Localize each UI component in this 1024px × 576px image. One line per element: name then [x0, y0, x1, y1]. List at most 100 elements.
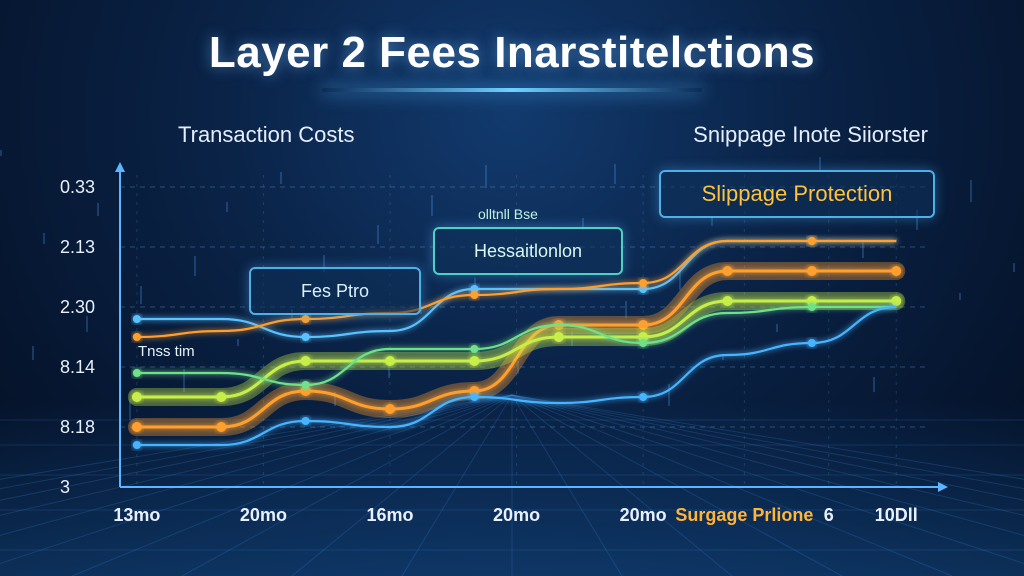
floor-ray	[511, 394, 1024, 501]
bg-spark	[582, 218, 584, 230]
chart-axes	[115, 162, 948, 492]
floor-ray	[511, 394, 843, 576]
y-axis-arrow	[115, 162, 125, 172]
bg-spark	[614, 164, 616, 184]
series-2-point	[132, 369, 141, 377]
floor-ray	[291, 394, 513, 576]
bg-spark	[388, 362, 390, 378]
y-tick-label: 0.33	[60, 177, 95, 197]
series-1-point	[891, 296, 902, 306]
series-4-point	[132, 315, 141, 323]
bg-spark	[323, 255, 325, 272]
series-3-point	[301, 417, 310, 425]
series-3-point	[639, 393, 648, 401]
series-5-point	[807, 237, 816, 245]
series-line-5	[136, 239, 897, 339]
series-4-point	[470, 285, 479, 293]
floor-ray	[511, 394, 1024, 490]
series-0-point	[891, 266, 902, 276]
y-tick-label: 3	[60, 477, 70, 497]
series-0-point	[638, 320, 649, 330]
bg-spark	[226, 202, 228, 212]
x-tick-label: 16mo	[366, 505, 413, 525]
chart-tick-labels: 3 8.18 8.14 2.30 2.13 0.33 13mo 20mo 16mo 20mo 20m…	[60, 177, 918, 525]
series-0-point	[469, 386, 480, 396]
x-tick-label: Surgage Prlione	[675, 505, 813, 525]
bg-spark	[1013, 263, 1015, 272]
floor-ray	[511, 394, 1024, 565]
y-tick-label: 8.14	[60, 357, 95, 377]
bg-spark	[97, 203, 99, 216]
floor-ray	[511, 394, 1024, 536]
x-tick-label: 6	[824, 505, 834, 525]
x-tick-label: 20mo	[493, 505, 540, 525]
bg-spark	[517, 361, 519, 374]
left-subtitle: Transaction Costs	[178, 122, 355, 147]
bg-spark	[431, 195, 433, 216]
bg-spark	[32, 346, 34, 360]
bg-spark	[668, 384, 670, 406]
series-1-point	[638, 332, 649, 342]
bg-spark	[474, 278, 476, 286]
bg-spark	[129, 399, 131, 420]
series-2-point	[301, 381, 310, 389]
floor-ray	[511, 394, 623, 576]
series-line-0	[136, 269, 897, 429]
bg-spark	[43, 233, 45, 244]
floor-ray	[511, 394, 1024, 516]
bg-spark	[711, 217, 713, 226]
bg-spark	[194, 256, 196, 276]
floor-ray	[511, 394, 953, 576]
floor-ray	[0, 394, 513, 490]
tx-label: Tnss tim	[138, 343, 195, 360]
bg-spark	[916, 210, 918, 230]
series-1-point	[806, 296, 817, 306]
y-tick-label: 8.18	[60, 417, 95, 437]
series-2-point	[470, 345, 479, 353]
series-line-3	[136, 305, 897, 447]
bg-spark	[722, 354, 724, 360]
series-1-point	[216, 392, 227, 402]
bg-spark	[420, 308, 422, 314]
y-tick-label: 2.30	[60, 297, 95, 317]
bg-spark	[140, 286, 142, 304]
series-0-point	[806, 266, 817, 276]
series-0-point	[131, 422, 142, 432]
series-5-point	[132, 333, 141, 341]
floor-ray	[181, 394, 513, 576]
y-tick-label: 2.13	[60, 237, 95, 257]
floor-ray	[0, 394, 513, 565]
series-2-point	[807, 303, 816, 311]
x-tick-label: 10Dll	[875, 505, 918, 525]
floor-ray	[71, 394, 513, 576]
bg-spark	[625, 301, 627, 318]
series-0-point	[722, 266, 733, 276]
bg-spark	[970, 180, 972, 202]
bg-spark	[183, 369, 185, 392]
series-4-point	[639, 285, 648, 293]
series-4-point	[301, 333, 310, 341]
chart-title: Layer 2 Fees Inarstitelctions	[208, 28, 816, 77]
x-tick-label: 20mo	[240, 505, 287, 525]
series-5-point	[470, 291, 479, 299]
series-3-point	[807, 339, 816, 347]
series-5-point	[301, 315, 310, 323]
chart-series	[127, 237, 906, 449]
series-1-point	[300, 356, 311, 366]
floor-ray	[0, 394, 513, 516]
bg-spark	[377, 225, 379, 244]
floor-ray	[511, 394, 1024, 480]
bg-spark	[776, 324, 778, 332]
series-1-point	[131, 392, 142, 402]
right-subtitle: Snippage Inote Siiorster	[693, 122, 928, 147]
title-underline-glow	[322, 88, 702, 92]
x-axis-arrow	[938, 482, 948, 492]
series-1-point	[385, 356, 395, 366]
bg-spark	[237, 339, 239, 346]
series-line-2	[136, 305, 897, 387]
series-1-point	[553, 332, 564, 342]
bg-spark	[679, 271, 681, 290]
series-3-point	[470, 393, 479, 401]
transaction-callout: Hessaitlonlon	[433, 227, 623, 275]
